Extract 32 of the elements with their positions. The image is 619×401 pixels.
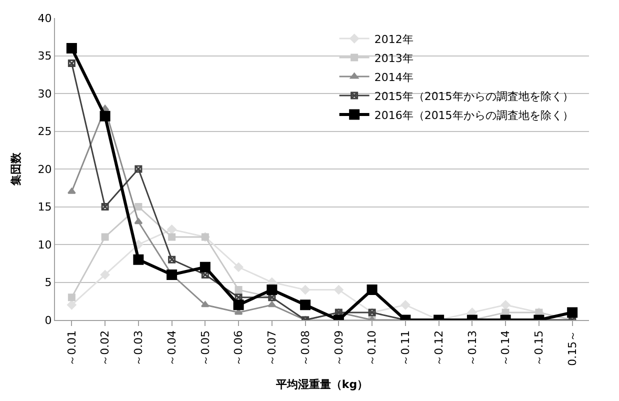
y-tick-label: 5 xyxy=(44,276,52,290)
x-tick-label: ～0.07 xyxy=(266,330,279,366)
y-tick-label: 15 xyxy=(38,200,52,214)
x-tick-label: ～0.10 xyxy=(366,330,379,366)
x-axis-title: 平均湿重量（kg） xyxy=(274,378,368,392)
x-tick-label: ～0.02 xyxy=(98,330,112,366)
y-tick-label: 30 xyxy=(38,87,52,100)
y-tick-label: 40 xyxy=(38,12,52,25)
x-tick-label: ～0.09 xyxy=(332,330,346,366)
y-tick-label: 0 xyxy=(44,314,52,327)
legend-label: 2013年 xyxy=(374,52,414,65)
x-tick-label: ～0.13 xyxy=(466,330,479,366)
x-tick-label: ～0.01 xyxy=(65,330,78,366)
x-tick-label: ～0.14 xyxy=(499,330,512,366)
x-tick-label: 0.15～ xyxy=(566,330,579,366)
y-axis-title: 集団数 xyxy=(9,152,22,186)
x-tick-label: ～0.03 xyxy=(132,330,146,366)
legend-label: 2016年（2015年からの調査地を除く） xyxy=(374,108,574,122)
x-tick-label: ～0.04 xyxy=(165,330,178,366)
y-tick-label: 25 xyxy=(38,125,52,138)
y-tick-label: 20 xyxy=(38,162,52,176)
x-tick-label: ～0.06 xyxy=(232,330,246,366)
x-tick-label: ～0.05 xyxy=(198,330,212,366)
legend-label: 2015年（2015年からの調査地を除く） xyxy=(374,90,574,103)
x-tick-label: ～0.15 xyxy=(532,330,546,366)
x-tick-label: ～0.08 xyxy=(298,330,312,366)
legend-label: 2014年 xyxy=(374,70,414,84)
y-tick-label: 10 xyxy=(38,238,52,252)
x-tick-label: ～0.11 xyxy=(399,330,412,366)
y-tick-label: 35 xyxy=(38,50,52,63)
x-tick-label: ～0.12 xyxy=(432,330,446,366)
legend-label: 2012年 xyxy=(374,32,414,46)
